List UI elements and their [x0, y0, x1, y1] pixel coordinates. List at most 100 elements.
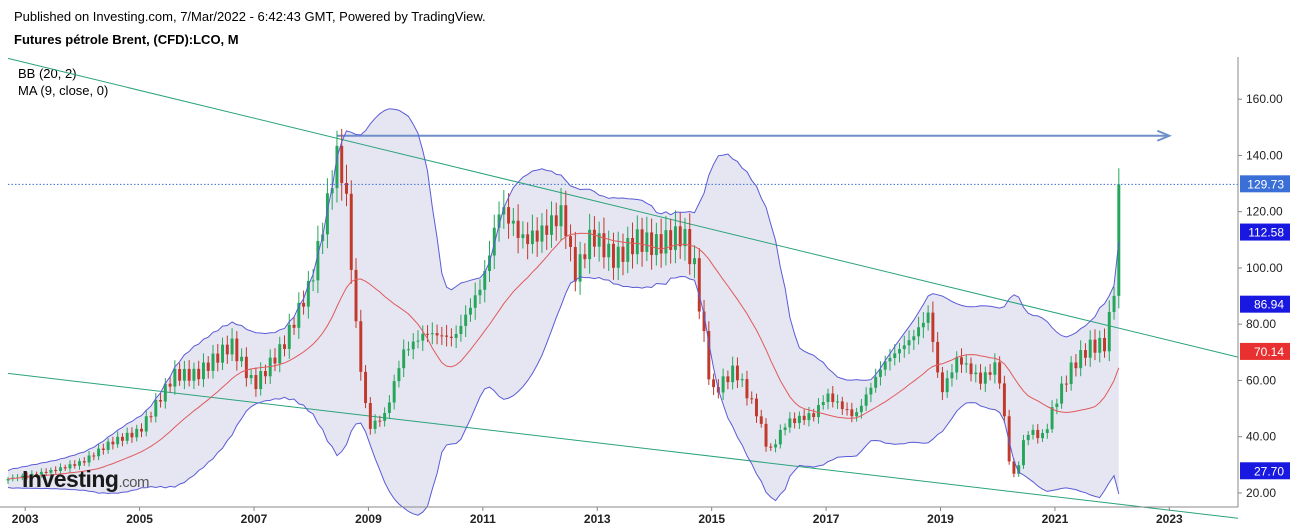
candle-body: [378, 420, 382, 422]
candle: [883, 355, 887, 376]
candle-body: [945, 378, 949, 393]
candle: [459, 314, 463, 342]
candle: [1112, 286, 1116, 320]
candle: [673, 210, 677, 264]
ma-indicator-legend[interactable]: MA (9, close, 0): [18, 83, 109, 98]
candle: [206, 356, 210, 379]
candle-body: [869, 387, 873, 395]
candle: [330, 170, 334, 210]
candle: [1002, 375, 1006, 423]
candle-body: [907, 340, 911, 346]
candle: [397, 360, 401, 388]
candle-body: [306, 280, 310, 307]
candle: [416, 330, 420, 349]
candle-body: [502, 207, 506, 215]
candle: [201, 353, 205, 388]
candle: [726, 370, 730, 390]
candle: [240, 348, 244, 368]
candle: [483, 260, 487, 303]
candle-body: [97, 448, 101, 457]
candle: [573, 231, 577, 292]
candle: [78, 458, 81, 470]
candle: [669, 218, 673, 264]
candle: [254, 367, 258, 397]
candle: [411, 333, 415, 360]
candle: [678, 211, 682, 259]
candle-body: [1021, 440, 1025, 466]
candle-body: [664, 230, 668, 254]
candle-body: [940, 372, 944, 393]
candle: [945, 370, 949, 398]
candle-body: [111, 441, 115, 445]
candle-body: [488, 255, 491, 272]
candle-body: [1107, 311, 1111, 352]
y-tick-label: 80.00: [1246, 317, 1276, 331]
candle-body: [39, 471, 43, 475]
candle: [144, 409, 148, 437]
candle-body: [626, 237, 630, 262]
candle: [468, 298, 472, 322]
candle-body: [459, 325, 463, 335]
candle-body: [454, 334, 458, 338]
candle-body: [254, 375, 258, 390]
candle: [297, 292, 301, 339]
candle: [63, 464, 67, 471]
candle: [249, 368, 253, 385]
candle: [645, 216, 649, 262]
candle-body: [464, 314, 468, 326]
candle: [440, 326, 444, 346]
candle-body: [707, 331, 711, 380]
candle: [106, 438, 110, 454]
candle-body: [230, 338, 234, 355]
candle-body: [893, 353, 897, 358]
candle-body: [73, 464, 77, 466]
candle: [602, 217, 606, 269]
candle: [235, 331, 239, 371]
candle-body: [211, 353, 215, 371]
candle: [926, 305, 930, 331]
candle-body: [578, 254, 582, 282]
candle-body: [650, 232, 654, 256]
candle: [917, 316, 921, 345]
candle: [135, 424, 139, 442]
candle-body: [979, 372, 983, 384]
candle: [626, 226, 630, 274]
x-tick-label: 2019: [927, 512, 954, 526]
candle: [225, 335, 229, 364]
candle: [30, 470, 34, 479]
candle-body: [774, 444, 778, 448]
candle: [335, 130, 339, 203]
bollinger-band-area: [8, 108, 1119, 516]
candle-body: [1055, 403, 1059, 408]
candle: [774, 439, 778, 453]
candle-body: [731, 365, 735, 383]
candle: [1107, 300, 1111, 362]
x-tick-label: 2013: [584, 512, 611, 526]
candle-body: [616, 246, 620, 268]
candle: [178, 362, 182, 386]
y-tick-label: 100.00: [1246, 261, 1283, 275]
bb-indicator-legend[interactable]: BB (20, 2): [18, 66, 77, 81]
candle-body: [960, 357, 963, 365]
candle-body: [936, 341, 940, 373]
candle: [702, 299, 706, 342]
candle-body: [678, 226, 682, 247]
candle-body: [840, 401, 844, 410]
candle-body: [1050, 407, 1054, 430]
candle-body: [249, 375, 253, 379]
candle: [1050, 400, 1054, 433]
candle: [940, 366, 944, 400]
candle: [816, 398, 820, 424]
candle: [197, 360, 201, 386]
candle: [244, 347, 248, 387]
candle-body: [597, 233, 601, 247]
candle-body: [974, 372, 978, 375]
candle-body: [1074, 362, 1078, 369]
candle: [368, 396, 372, 435]
candle-body: [106, 441, 110, 450]
candle-body: [964, 363, 968, 365]
candle: [359, 309, 363, 381]
candle: [588, 213, 592, 274]
candle-body: [259, 371, 263, 390]
